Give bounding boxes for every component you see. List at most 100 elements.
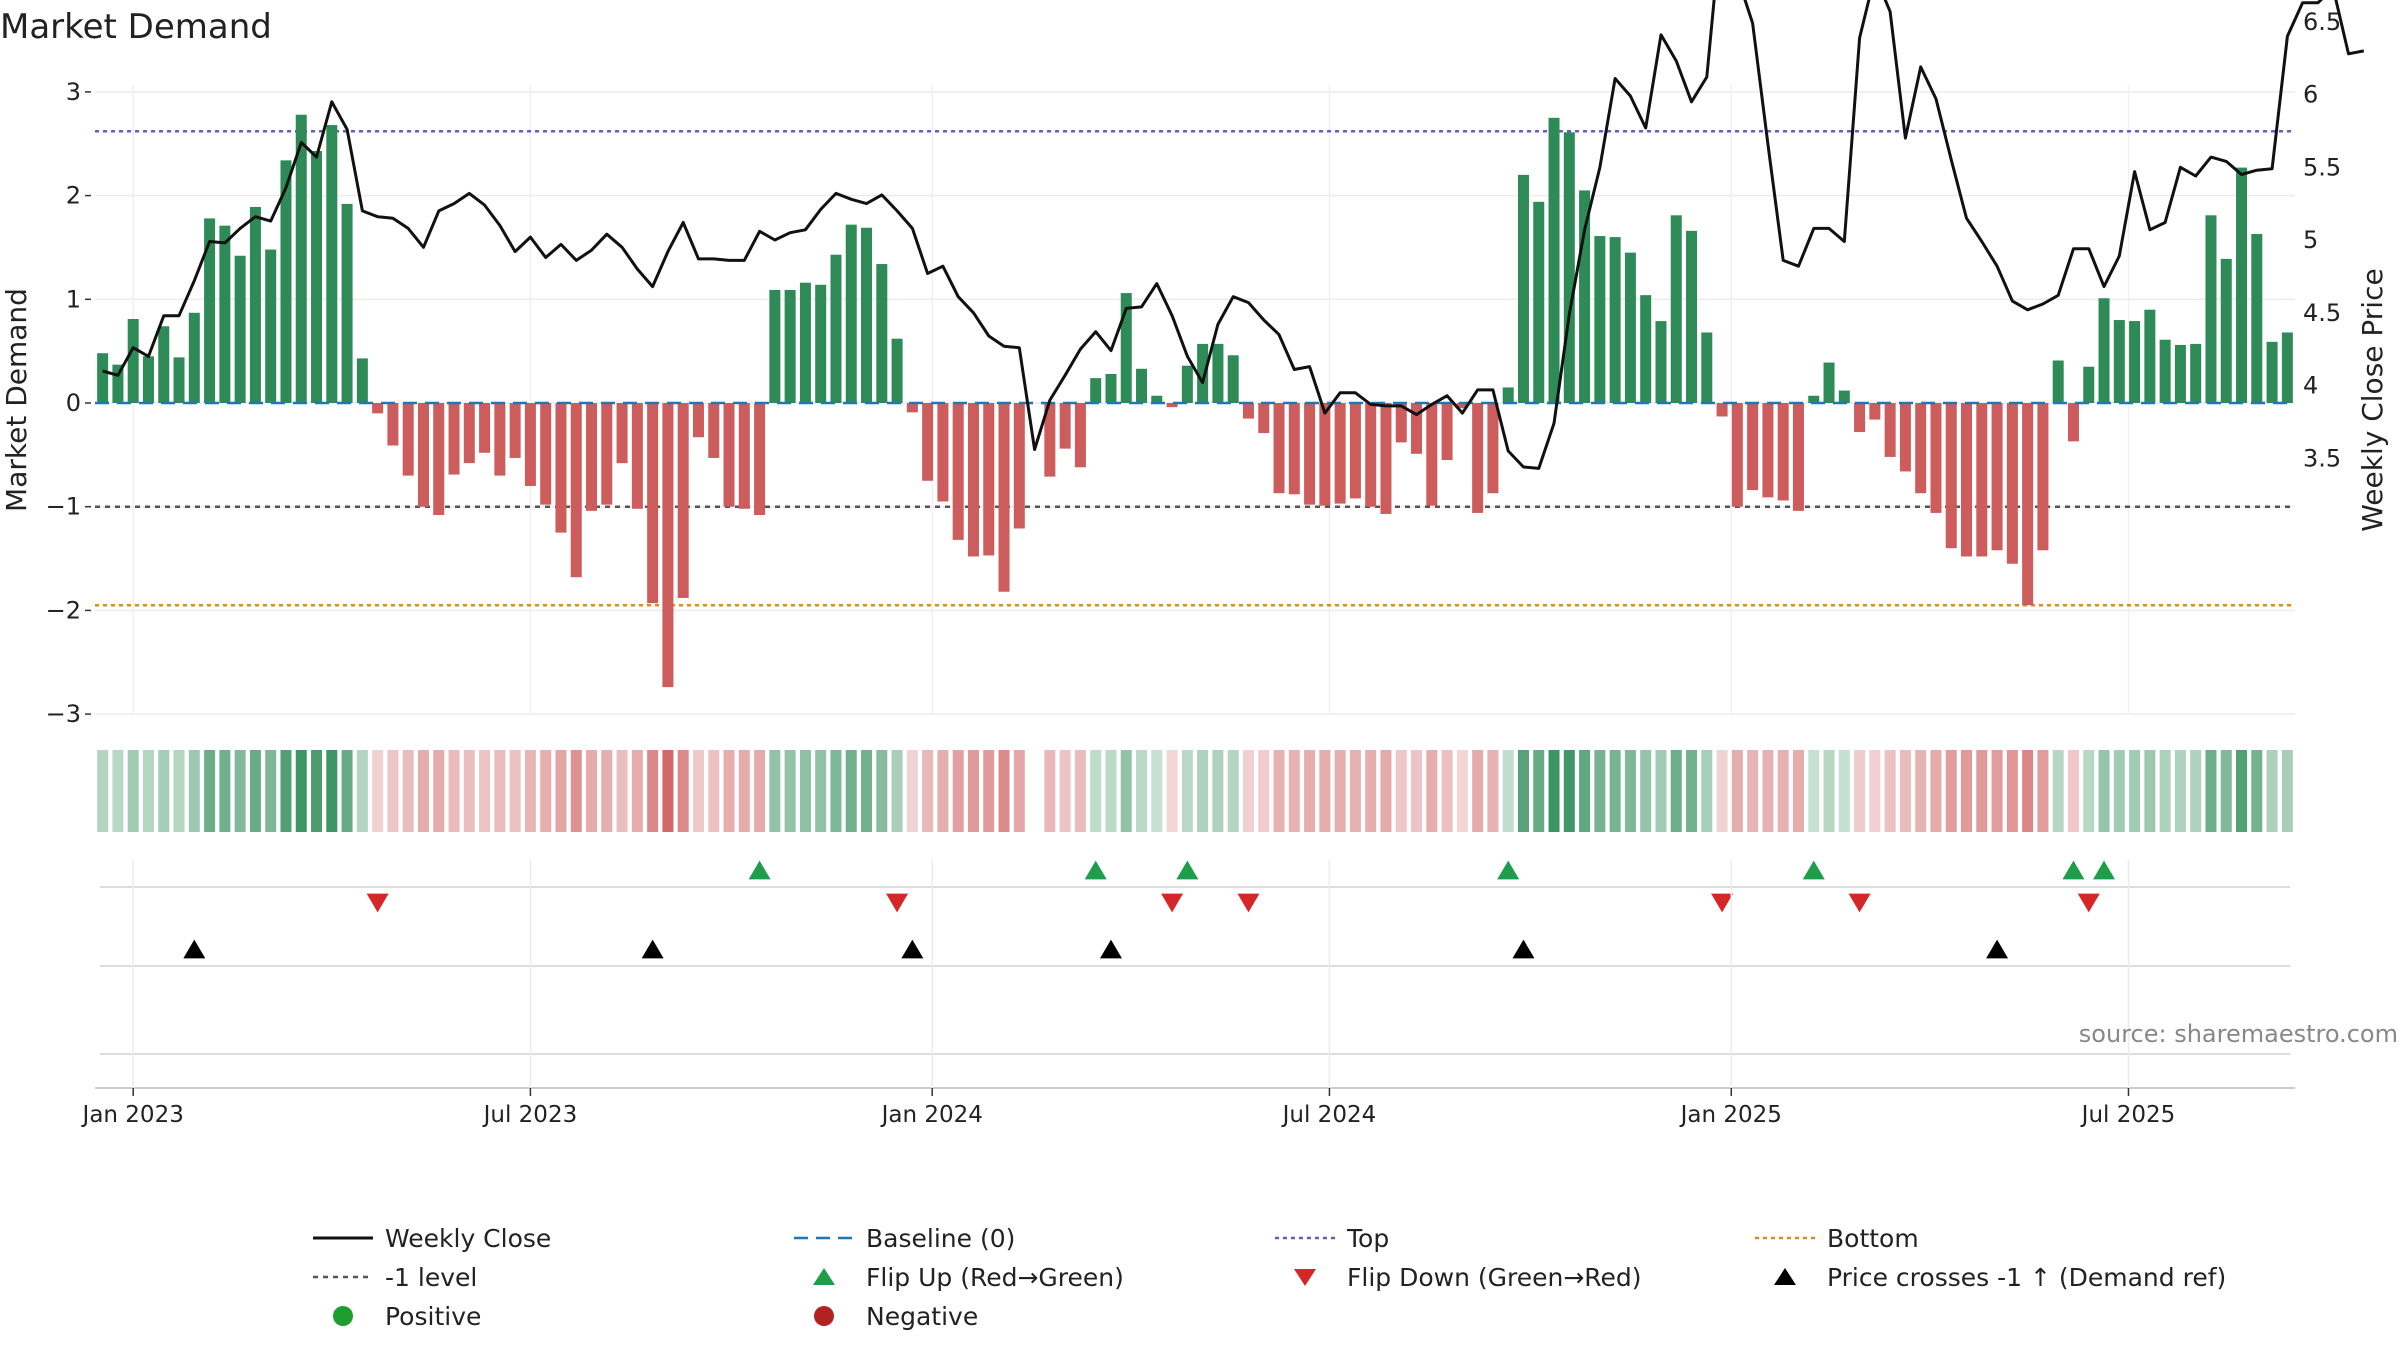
heat-cell — [219, 750, 231, 832]
demand-bar — [2037, 403, 2049, 551]
demand-bar — [1411, 403, 1423, 454]
heat-cell — [326, 750, 338, 832]
heat-cell — [1013, 750, 1025, 832]
heat-cell — [2174, 750, 2186, 832]
demand-bar — [1227, 355, 1239, 403]
demand-bar — [616, 403, 628, 464]
demand-bar — [1105, 373, 1117, 403]
heat-cell — [265, 750, 277, 832]
demand-bar — [723, 403, 735, 507]
demand-bar — [1823, 362, 1835, 403]
heat-cell — [1517, 750, 1529, 832]
y-tick-label: 0 — [66, 389, 81, 417]
heat-cell — [417, 750, 429, 832]
legend-item-baseline: Baseline (0) — [794, 1224, 1015, 1253]
heat-cell — [1227, 750, 1239, 832]
demand-bar — [2251, 233, 2263, 403]
heat-cell — [1395, 750, 1407, 832]
demand-bar — [448, 403, 460, 475]
heat-cell — [754, 750, 766, 832]
heat-cell — [845, 750, 857, 832]
heat-cell — [1624, 750, 1636, 832]
x-axis: Jan 2023 Jul 2023 Jan 2024 Jul 2024 Jan 2025… — [81, 860, 2295, 1128]
heat-cell — [1945, 750, 1957, 832]
demand-bar — [1609, 237, 1621, 403]
heat-cell — [861, 750, 873, 832]
demand-bar — [2205, 215, 2217, 403]
heat-cell — [1380, 750, 1392, 832]
demand-bar — [769, 289, 781, 403]
heat-cell — [1044, 750, 1056, 832]
heat-cell — [249, 750, 261, 832]
heat-cell — [2220, 750, 2232, 832]
heat-cell — [1288, 750, 1300, 832]
flip-up-marker — [1802, 860, 1825, 880]
demand-bar — [586, 403, 598, 511]
heat-cell — [2037, 750, 2049, 832]
demand-heat-strip — [97, 750, 2293, 832]
demand-bar — [967, 403, 979, 557]
heat-cell — [1365, 750, 1377, 832]
heat-cell — [448, 750, 460, 832]
heat-cell — [204, 750, 216, 832]
y2-tick-label: 3.5 — [2303, 444, 2341, 472]
demand-bar — [708, 403, 720, 458]
heat-cell — [1136, 750, 1148, 832]
heat-cell — [1716, 750, 1728, 832]
heat-cell — [173, 750, 185, 832]
heat-cell — [1181, 750, 1193, 832]
y2-tick-label: 5 — [2303, 226, 2318, 254]
demand-bar — [784, 289, 796, 403]
demand-bar — [341, 203, 353, 403]
demand-bar — [1747, 403, 1759, 491]
demand-bar — [1915, 403, 1927, 494]
heat-cell — [1670, 750, 1682, 832]
demand-bar — [1242, 403, 1254, 419]
heat-cell — [1090, 750, 1102, 832]
heat-cell — [906, 750, 918, 832]
demand-bar — [1258, 403, 1270, 434]
chart-title: Market Demand — [0, 7, 272, 47]
demand-bar — [2236, 167, 2248, 403]
legend-item-close: Weekly Close — [313, 1224, 551, 1253]
demand-bar — [677, 403, 689, 598]
legend-label-close: Weekly Close — [385, 1224, 551, 1253]
demand-bar — [1731, 403, 1743, 507]
source-note: source: sharemaestro.com — [2079, 1020, 2398, 1048]
heat-cell — [234, 750, 246, 832]
heat-cell — [952, 750, 964, 832]
price-cross-marker — [901, 939, 924, 959]
y2-axis-label: Weekly Close Price — [2356, 268, 2389, 531]
x-tick-label: Jul 2025 — [2080, 1102, 2176, 1128]
heat-cell — [494, 750, 506, 832]
demand-bar — [173, 357, 185, 403]
demand-bar — [2174, 344, 2186, 403]
demand-bar — [1869, 403, 1881, 420]
heat-cell — [158, 750, 170, 832]
heat-cell — [1731, 750, 1743, 832]
demand-bar — [2220, 258, 2232, 403]
legend-label-baseline: Baseline (0) — [866, 1224, 1015, 1253]
heat-cell — [1991, 750, 2003, 832]
demand-bar — [158, 326, 170, 403]
heat-cell — [1212, 750, 1224, 832]
flip-up-marker — [1176, 860, 1199, 880]
event-markers — [100, 860, 2290, 1055]
heat-cell — [112, 750, 124, 832]
demand-bar — [2144, 309, 2156, 403]
heat-cell — [2144, 750, 2156, 832]
heat-cell — [1777, 750, 1789, 832]
legend-negative-icon — [814, 1306, 834, 1326]
heat-cell — [1823, 750, 1835, 832]
legend-label-neg: Negative — [866, 1302, 978, 1331]
demand-bar — [830, 254, 842, 403]
demand-bar — [692, 403, 704, 438]
demand-bar — [1181, 365, 1193, 403]
heat-cell — [784, 750, 796, 832]
demand-bar — [876, 264, 888, 403]
demand-bar — [952, 403, 964, 540]
demand-bar — [1319, 403, 1331, 506]
demand-bar — [1136, 368, 1148, 403]
heat-cell — [1487, 750, 1499, 832]
heat-cell — [280, 750, 292, 832]
